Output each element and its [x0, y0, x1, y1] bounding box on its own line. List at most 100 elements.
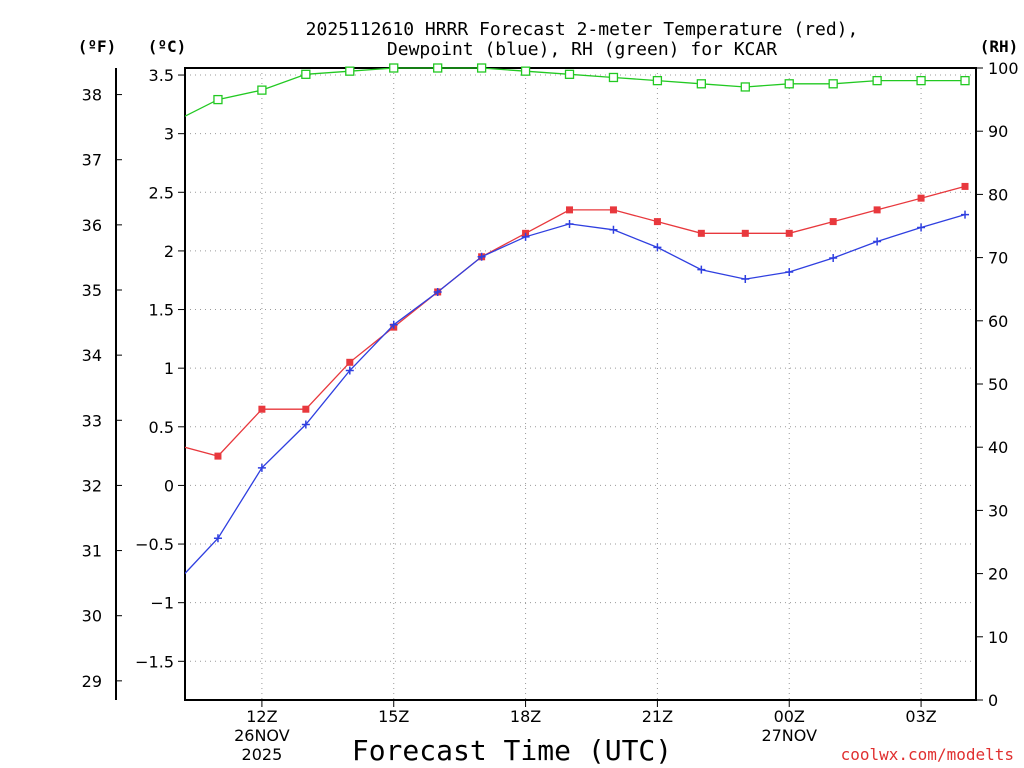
- axes: 38 37 36 35 34 33 32 31 30 29 3.5 3 2.5 2 1.5 1 0.5 0 −0.5…: [82, 59, 1019, 764]
- rh-point-18: [960, 75, 970, 86]
- fahrenheit-tick-label-2: 36: [82, 216, 102, 235]
- temperature-point-0: [171, 441, 178, 448]
- chart-title-line2: Dewpoint (blue), RH (green) for KCAR: [387, 39, 777, 60]
- x-tick-label-0: 12Z: [246, 707, 277, 726]
- rh-point-8: [520, 66, 531, 76]
- dewpoint-point-14: [785, 268, 794, 277]
- dewpoint-point-6: [433, 287, 442, 296]
- x-tick-label-3: 21Z: [642, 707, 673, 726]
- dewpoint-point-5: [389, 320, 398, 329]
- rh-tick-label-7: 30: [988, 501, 1008, 520]
- fahrenheit-tick-label-3: 35: [82, 281, 102, 300]
- fahrenheit-tick-label-4: 34: [82, 346, 102, 365]
- dewpoint-line: [185, 213, 966, 575]
- celsius-tick-label-3: 2: [164, 242, 174, 261]
- x-axis-title: Forecast Time (UTC): [352, 734, 672, 767]
- rh-tick-label-4: 60: [988, 312, 1008, 331]
- dewpoint-point-9: [565, 219, 574, 228]
- temperature-point-1: [214, 452, 222, 460]
- temperature-point-18: [961, 182, 969, 190]
- dewpoint-point-1: [213, 534, 222, 543]
- rh-tick-label-5: 50: [988, 375, 1008, 394]
- temperature-point-14: [785, 229, 793, 237]
- fahrenheit-tick-label-5: 33: [82, 411, 102, 430]
- dewpoint-point-8: [521, 232, 530, 241]
- rh-point-9: [564, 69, 575, 79]
- celsius-tick-label-6: 0.5: [149, 418, 174, 437]
- celsius-unit-label: (ºC): [148, 37, 187, 56]
- celsius-tick-label-5: 1: [164, 359, 174, 378]
- plot-frame: [184, 67, 977, 701]
- temperature-point-2: [258, 405, 266, 413]
- x-tick-label-2: 18Z: [510, 707, 541, 726]
- fahrenheit-tick-label-0: 38: [82, 86, 102, 105]
- rh-point-10: [608, 72, 619, 83]
- grid-lines: [185, 68, 976, 700]
- fahrenheit-tick-label-8: 30: [82, 607, 102, 626]
- credit-text: coolwx.com/modelts: [841, 745, 1014, 764]
- temperature-point-9: [566, 206, 574, 214]
- rh-tick-label-9: 10: [988, 628, 1008, 647]
- fahrenheit-tick-label-1: 37: [82, 151, 102, 170]
- fahrenheit-unit-label: (ºF): [78, 37, 117, 56]
- temperature-point-11: [653, 218, 661, 226]
- temperature-point-10: [609, 206, 617, 214]
- rh-point-2: [257, 85, 267, 95]
- celsius-tick-label-10: −1.5: [135, 652, 174, 671]
- dewpoint-point-7: [477, 252, 486, 261]
- data-series: [170, 63, 970, 589]
- celsius-tick-label-0: 3.5: [149, 66, 174, 85]
- x-tick-label-1: 15Z: [378, 707, 409, 726]
- rh-point-12: [696, 79, 706, 89]
- dewpoint-point-18: [961, 210, 970, 219]
- dewpoint-point-3: [301, 420, 310, 429]
- rh-tick-label-10: 0: [988, 691, 998, 710]
- rh-point-15: [828, 79, 838, 89]
- rh-point-11: [652, 75, 663, 86]
- dewpoint-point-0: [170, 581, 178, 589]
- rh-point-14: [784, 79, 794, 89]
- temperature-point-13: [741, 229, 749, 237]
- rh-point-3: [301, 69, 311, 79]
- rh-point-6: [433, 63, 443, 73]
- fahrenheit-tick-label-9: 29: [82, 672, 102, 691]
- dewpoint-point-2: [257, 463, 266, 472]
- temperature-point-17: [917, 194, 925, 202]
- dewpoint-point-10: [609, 225, 618, 234]
- celsius-tick-label-1: 3: [164, 125, 174, 144]
- x-tick-date-4: 27NOV: [761, 726, 817, 745]
- rh-tick-label-3: 70: [988, 249, 1008, 268]
- temperature-point-3: [302, 405, 310, 413]
- rh-point-17: [916, 75, 926, 86]
- dewpoint-point-15: [829, 253, 838, 262]
- celsius-tick-label-9: −1: [150, 594, 174, 613]
- rh-unit-label: (RH): [980, 37, 1019, 56]
- x-tick-date-0: 26NOV: [234, 726, 290, 745]
- temperature-point-4: [346, 358, 354, 366]
- dewpoint-point-13: [741, 275, 750, 284]
- dewpoint-point-4: [345, 366, 354, 375]
- rh-point-4: [345, 66, 355, 76]
- x-tick-label-4: 00Z: [774, 707, 805, 726]
- rh-point-7: [476, 63, 487, 73]
- dewpoint-point-11: [653, 243, 662, 252]
- temperature-point-15: [829, 218, 837, 226]
- fahrenheit-tick-label-7: 31: [82, 542, 102, 561]
- temperature-point-12: [697, 229, 705, 237]
- rh-tick-label-8: 20: [988, 565, 1008, 584]
- celsius-tick-label-4: 1.5: [149, 301, 174, 320]
- celsius-tick-label-7: 0: [164, 476, 174, 495]
- rh-point-1: [213, 94, 223, 105]
- dewpoint-point-16: [873, 237, 882, 246]
- rh-tick-label-2: 80: [988, 185, 1008, 204]
- temperature-point-16: [873, 206, 881, 214]
- rh-point-5: [389, 63, 399, 73]
- celsius-tick-label-8: −0.5: [135, 535, 174, 554]
- x-tick-year-0: 2025: [242, 745, 283, 764]
- rh-tick-label-6: 40: [988, 438, 1008, 457]
- dewpoint-point-17: [917, 223, 926, 232]
- celsius-tick-label-2: 2.5: [149, 183, 174, 202]
- fahrenheit-tick-label-6: 32: [82, 476, 102, 495]
- dewpoint-point-12: [697, 265, 706, 274]
